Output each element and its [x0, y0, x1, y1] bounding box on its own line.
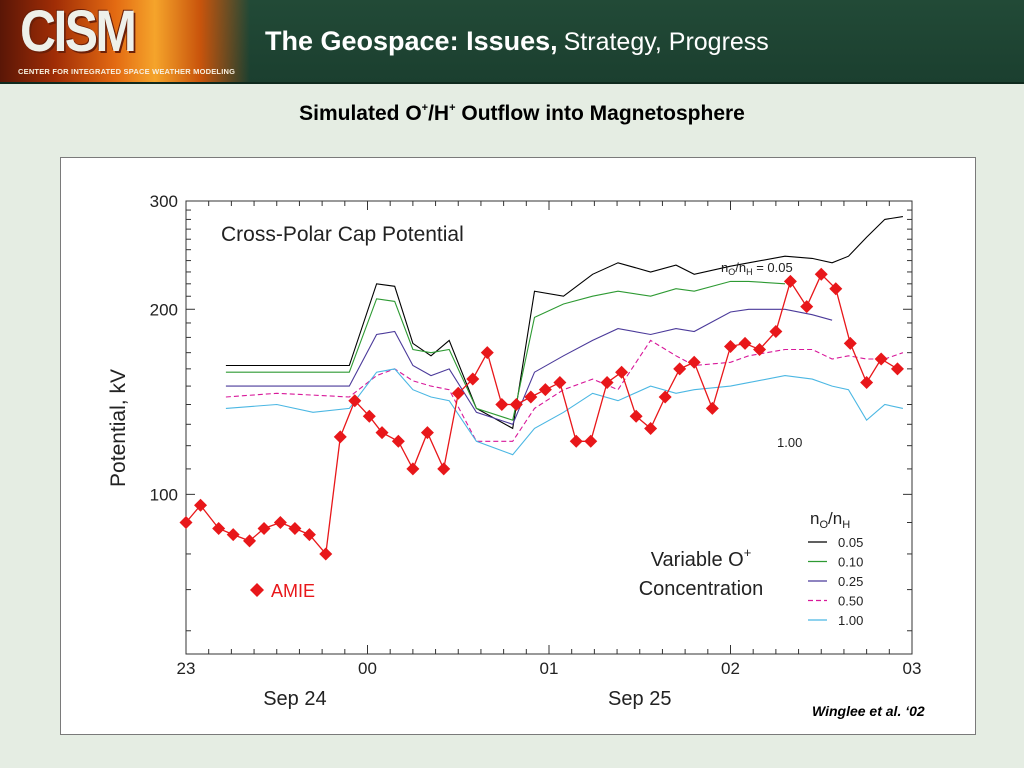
label-100: 1.00	[777, 435, 802, 450]
amie-point	[724, 339, 737, 353]
amie-point	[860, 376, 874, 390]
slide-title-bold: The Geospace: Issues,	[265, 26, 558, 56]
cism-logo: CISM Center for Integrated Space Weather…	[0, 0, 250, 82]
amie-point	[874, 352, 888, 366]
amie-point	[391, 434, 405, 448]
amie-point	[705, 401, 719, 415]
amie-point	[644, 421, 658, 435]
amie-point	[273, 515, 287, 529]
amie-point	[212, 521, 226, 535]
amie-point	[226, 528, 240, 542]
amie-point	[738, 336, 752, 350]
subtitle-part-b: /H	[428, 102, 450, 125]
amie-point	[687, 355, 701, 369]
date-label: Sep 24	[263, 688, 326, 710]
slide-title: The Geospace: Issues, Strategy, Progress	[265, 26, 769, 57]
amie-point	[288, 521, 302, 535]
series-line-0-10	[225, 280, 786, 421]
amie-point	[509, 398, 523, 412]
amie-point	[406, 462, 420, 476]
date-label: Sep 25	[608, 688, 671, 710]
amie-point	[333, 430, 347, 444]
x-tick-label: 00	[358, 659, 377, 678]
y-axis-label: Potential, kV	[107, 369, 130, 487]
subtitle-part-c: Outflow into Magnetosphere	[455, 102, 745, 125]
legend-label: 0.10	[838, 555, 863, 570]
citation: Winglee et al. ‘02	[812, 703, 925, 719]
slide-subtitle: Simulated O+/H+ Outflow into Magnetosphe…	[0, 102, 1024, 126]
amie-point	[783, 274, 797, 288]
subtitle-sup-2: +	[449, 102, 456, 114]
amie-point	[600, 376, 614, 390]
y-tick-label: 100	[150, 485, 178, 504]
subtitle-part-a: Simulated O	[299, 102, 422, 125]
amie-point	[800, 300, 814, 314]
legend-label: 0.25	[838, 574, 863, 589]
x-tick-label: 02	[721, 659, 740, 678]
legend-amie-marker	[250, 583, 264, 597]
chart-title: Cross-Polar Cap Potential	[221, 223, 464, 246]
amie-point	[362, 409, 376, 423]
amie-point	[753, 343, 767, 357]
legend-title: nO/nH	[810, 509, 850, 531]
amie-point	[495, 398, 509, 412]
amie-point	[615, 365, 629, 379]
series-line-1-00	[225, 368, 904, 456]
amie-point	[437, 462, 451, 476]
amie-point	[302, 528, 316, 542]
potential-chart: 100 200 300 23 00 01 02 03 Sep 24 Sep 25 Cross-Po…	[107, 192, 922, 710]
logo-text: CISM	[20, 0, 137, 64]
amie-point	[194, 498, 208, 512]
amie-point	[524, 390, 538, 404]
amie-point	[348, 394, 362, 408]
chart-container: 100 200 300 23 00 01 02 03 Sep 24 Sep 25 Cross-Po…	[60, 157, 976, 735]
logo-subtitle: Center for Integrated Space Weather Mode…	[18, 67, 236, 76]
amie-point	[890, 362, 904, 376]
series-line-0-50	[225, 339, 904, 442]
amie-point	[629, 409, 643, 423]
x-tick-label: 23	[177, 659, 196, 678]
amie-point	[673, 362, 687, 376]
amie-point	[538, 383, 552, 397]
legend-label: 0.50	[838, 594, 863, 609]
amie-point	[451, 386, 465, 400]
subtitle-sup-1: +	[421, 102, 429, 114]
series-line-0-05	[225, 216, 903, 430]
amie-point	[769, 325, 783, 339]
amie-point	[829, 282, 843, 296]
x-tick-label: 03	[903, 659, 922, 678]
legend-label: 0.05	[838, 535, 863, 550]
amie-point	[420, 426, 434, 440]
slide-title-rest: Strategy, Progress	[563, 28, 769, 56]
amie-point	[843, 336, 857, 350]
series-line-amie	[185, 273, 898, 556]
amie-point	[480, 346, 494, 360]
amie-point	[375, 426, 389, 440]
amie-point	[466, 372, 480, 386]
legend-label: 1.00	[838, 613, 863, 628]
label-005: nO/nH = 0.05	[721, 260, 793, 277]
y-tick-label: 200	[150, 300, 178, 319]
amie-point	[553, 376, 567, 390]
legend-amie-label: AMIE	[271, 581, 315, 601]
x-tick-label: 01	[540, 659, 559, 678]
amie-point	[319, 547, 333, 561]
amie-point	[179, 515, 193, 529]
amie-point	[257, 521, 271, 535]
amie-point	[243, 534, 257, 548]
header-bar: CISM Center for Integrated Space Weather…	[0, 0, 1024, 84]
amie-point	[658, 390, 672, 404]
annotation-title: Variable O+ Concentration	[639, 545, 764, 600]
y-tick-label: 300	[150, 192, 178, 211]
amie-point	[569, 434, 583, 448]
series-line-0-25	[225, 308, 833, 425]
amie-point	[814, 267, 828, 281]
amie-point	[584, 434, 598, 448]
